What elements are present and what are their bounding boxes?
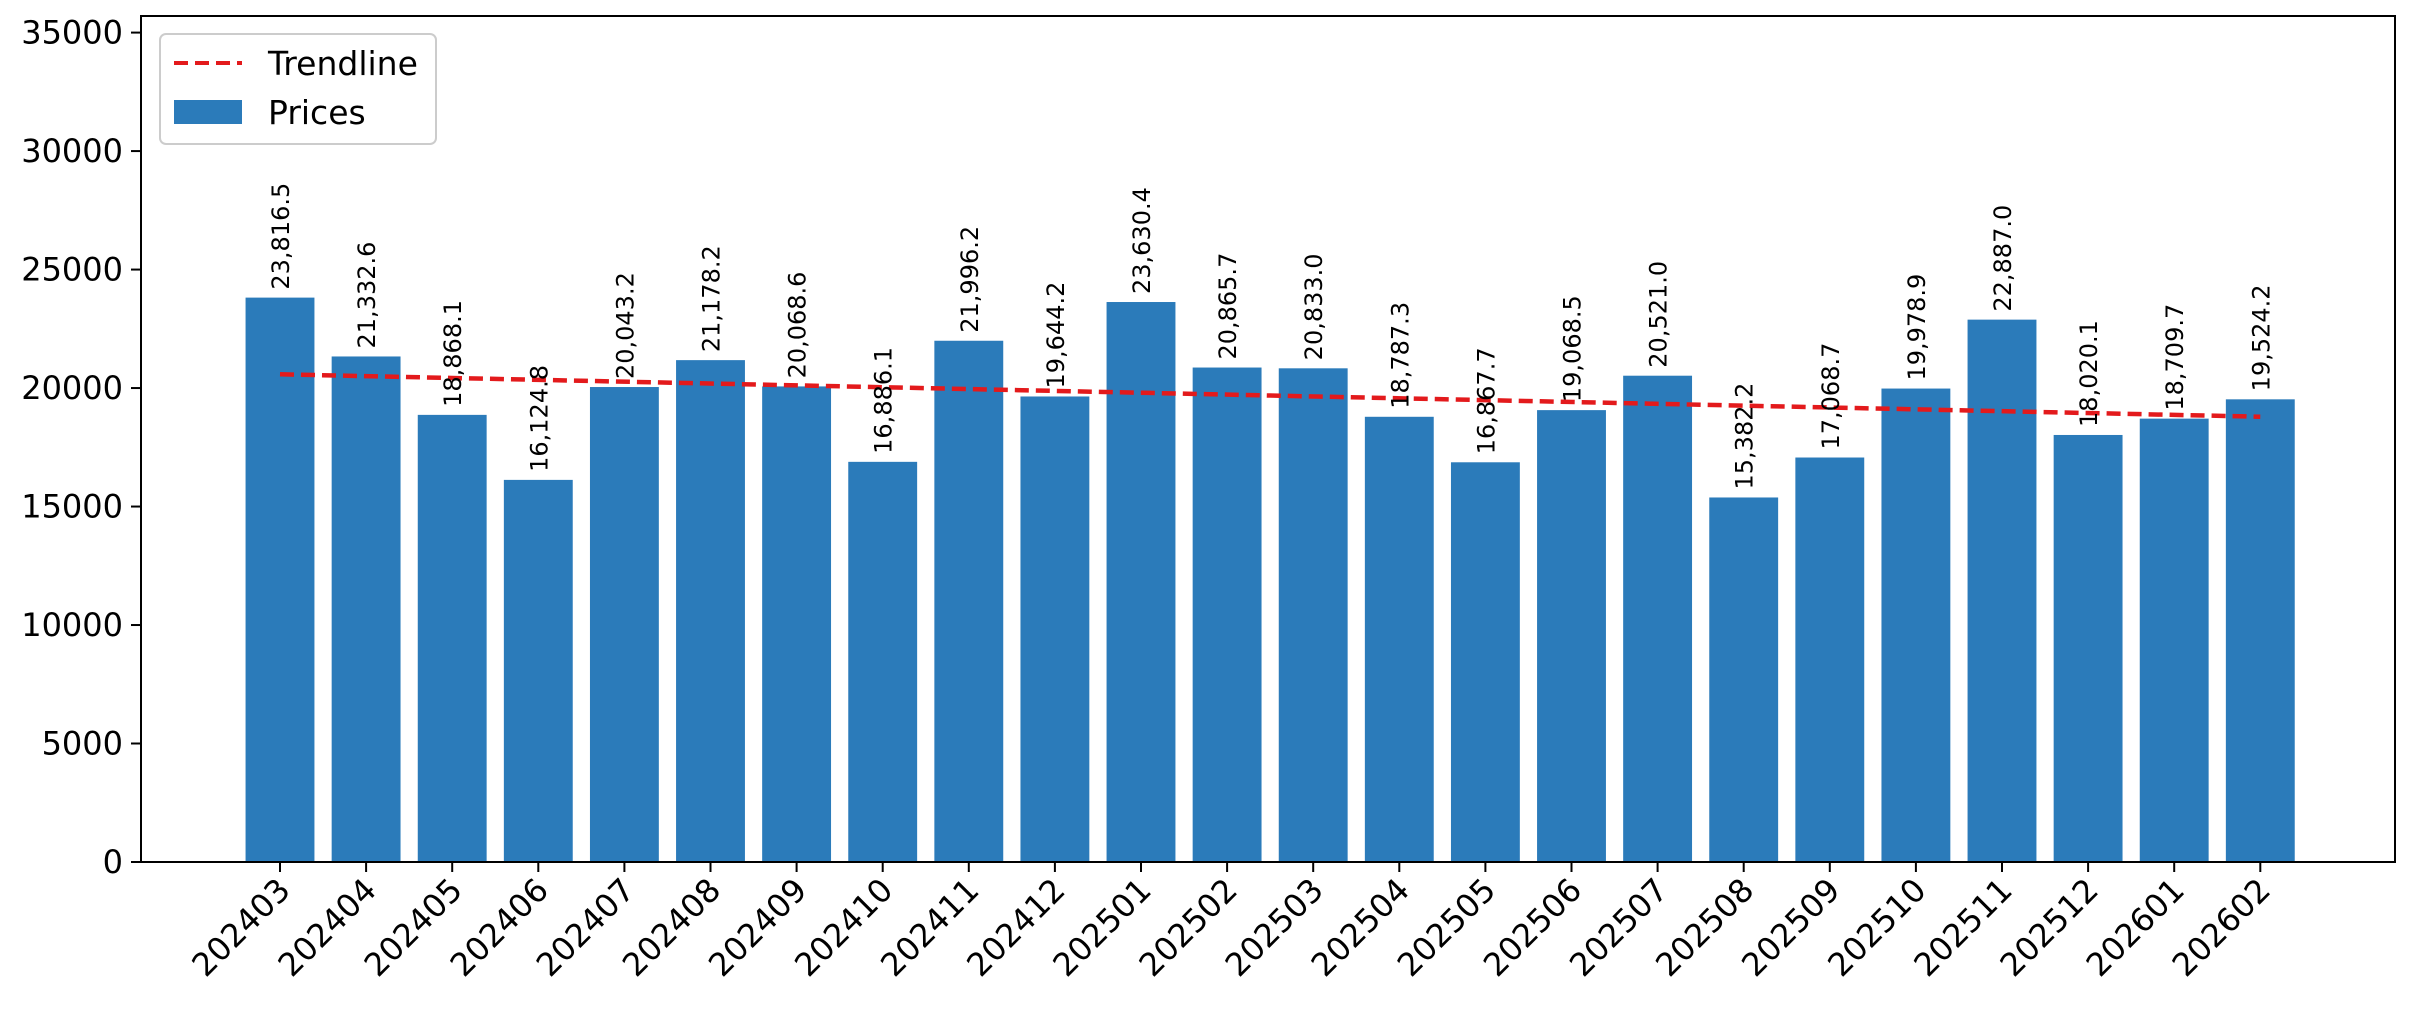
data-label-202501: 23,630.4 — [1128, 187, 1156, 294]
bar-202406 — [503, 479, 573, 862]
bar-202407 — [589, 387, 659, 862]
bar-202501 — [1106, 302, 1176, 862]
y-tick-label: 0 — [103, 843, 123, 881]
bar-202507 — [1623, 375, 1693, 862]
data-label-202410: 16,886.1 — [870, 347, 898, 454]
legend-trendline-label: Trendline — [267, 44, 418, 83]
bar-202408 — [676, 360, 745, 862]
bar-202411 — [934, 340, 1004, 863]
data-label-202510: 19,978.9 — [1903, 274, 1931, 381]
bar-202412 — [1020, 396, 1090, 862]
bar-202409 — [762, 386, 832, 862]
data-label-202408: 21,178.2 — [698, 245, 726, 352]
bar-202512 — [2053, 434, 2123, 862]
bar-202510 — [1881, 388, 1951, 862]
bar-202410 — [848, 461, 918, 862]
data-label-202601: 18,709.7 — [2161, 304, 2189, 411]
data-label-202404: 21,332.6 — [353, 242, 381, 349]
data-label-202405: 18,868.1 — [439, 300, 467, 407]
bar-202504 — [1364, 416, 1434, 862]
bar-202404 — [331, 356, 401, 862]
data-label-202512: 18,020.1 — [2075, 320, 2103, 427]
data-label-202503: 20,833.0 — [1300, 253, 1328, 360]
data-label-202505: 16,867.7 — [1472, 347, 1500, 454]
trendline-layer — [279, 372, 2261, 419]
plot-frame — [140, 15, 2396, 863]
data-label-202506: 19,068.5 — [1559, 295, 1587, 402]
bar-202405 — [417, 414, 487, 862]
data-label-202411: 21,996.2 — [956, 226, 984, 333]
data-label-202407: 20,043.2 — [611, 272, 639, 379]
bars-layer — [245, 297, 2295, 863]
bar-202505 — [1450, 462, 1520, 862]
bar-202506 — [1537, 410, 1606, 862]
legend: Trendline Prices — [159, 33, 437, 145]
data-label-202406: 16,124.8 — [525, 365, 553, 472]
bar-202502 — [1192, 367, 1262, 862]
x-axis: 2024032024042024052024062024072024082024… — [184, 862, 2278, 984]
bar-202601 — [2139, 418, 2209, 862]
bar-202602 — [2225, 399, 2295, 862]
data-label-202511: 22,887.0 — [1989, 205, 2017, 312]
bar-202403 — [245, 297, 315, 862]
y-tick-label: 35000 — [21, 14, 123, 52]
data-labels-layer: 23,816.5 21,332.6 18,868.1 16,124.8 20,043.2… — [267, 183, 2275, 490]
data-label-202412: 19,644.2 — [1042, 282, 1070, 389]
data-label-202509: 17,068.7 — [1817, 343, 1845, 450]
y-tick-label: 30000 — [21, 132, 123, 170]
legend-prices-label: Prices — [268, 93, 366, 132]
y-tick-label: 20000 — [21, 369, 123, 407]
y-tick-label: 10000 — [21, 606, 123, 644]
bar-202508 — [1709, 497, 1779, 862]
bar-202511 — [1967, 319, 2037, 862]
trendline — [279, 372, 2261, 419]
bar-202509 — [1795, 457, 1865, 862]
y-tick-label: 15000 — [21, 488, 123, 526]
bar-202503 — [1278, 368, 1348, 862]
legend-prices-swatch — [174, 100, 242, 124]
data-label-202602: 19,524.2 — [2247, 284, 2275, 391]
data-label-202403: 23,816.5 — [267, 183, 295, 290]
data-label-202507: 20,521.0 — [1645, 261, 1673, 368]
y-tick-label: 5000 — [42, 725, 123, 763]
data-label-202409: 20,068.6 — [784, 272, 812, 379]
y-axis: 0 5000 10000 15000 20000 25000 30000 35000 — [21, 14, 141, 881]
data-label-202508: 15,382.2 — [1731, 383, 1759, 490]
y-tick-label: 25000 — [21, 251, 123, 289]
data-label-202502: 20,865.7 — [1214, 253, 1242, 360]
data-label-202504: 18,787.3 — [1386, 302, 1414, 409]
